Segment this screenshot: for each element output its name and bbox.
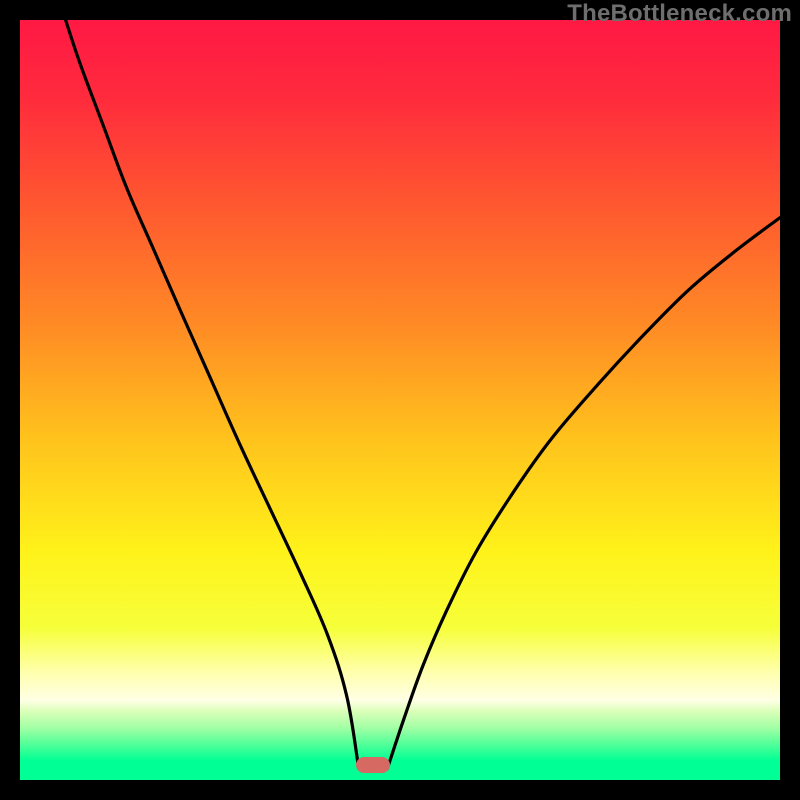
watermark-text: TheBottleneck.com <box>567 0 792 28</box>
chart-root: TheBottleneck.com <box>0 0 800 800</box>
plot-area <box>20 20 780 780</box>
curve-layer <box>20 20 780 780</box>
bottleneck-curve <box>66 20 780 768</box>
optimum-marker <box>356 757 390 773</box>
